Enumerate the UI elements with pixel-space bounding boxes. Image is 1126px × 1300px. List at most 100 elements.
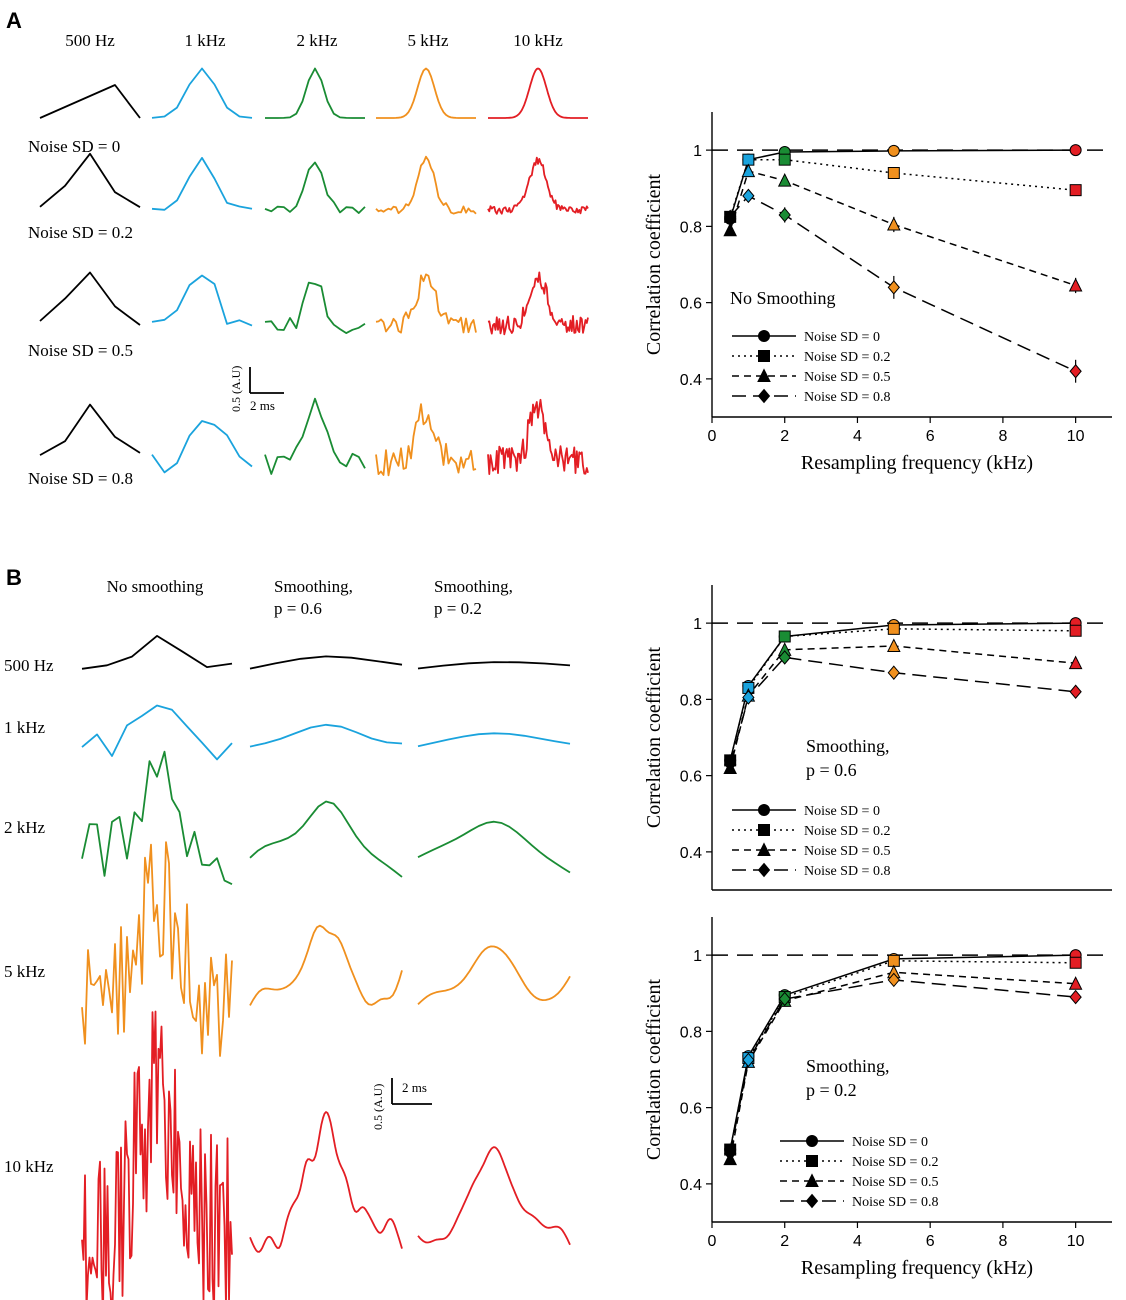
b-row-label-5khz: 5 kHz <box>4 962 46 981</box>
b-trace-5khz-no-smoothing <box>81 841 233 1057</box>
data-point-diamond <box>1069 363 1082 379</box>
series-line <box>729 622 1076 761</box>
a-row-label-sd05: Noise SD = 0.5 <box>28 341 133 360</box>
a-row-label-sd08: Noise SD = 0.8 <box>28 469 133 488</box>
legend-label: Noise SD = 0.5 <box>804 370 890 385</box>
data-point-diamond <box>887 972 900 988</box>
y-tick-label: 0.4 <box>680 372 702 389</box>
b-row-label-500hz: 500 Hz <box>4 656 54 675</box>
legend-label: Noise SD = 0.5 <box>852 1175 938 1190</box>
a-col-header-10khz: 10 kHz <box>513 31 563 50</box>
b-scale-bar-x-label: 2 ms <box>402 1080 427 1095</box>
x-tick-label: 6 <box>926 1233 935 1250</box>
x-tick-label: 0 <box>708 428 717 445</box>
data-point-triangle <box>1068 277 1083 292</box>
b-col-header-smoothing-02: Smoothing, p = 0.2 <box>434 577 517 618</box>
a-trace-sd02-5khz <box>375 155 477 215</box>
x-tick-label: 4 <box>853 428 862 445</box>
y-tick-label: 1 <box>693 143 702 160</box>
series-triangle <box>723 163 1083 294</box>
data-point-diamond <box>742 690 755 705</box>
b-row-label-2khz: 2 kHz <box>4 818 46 837</box>
series-triangle <box>723 638 1083 774</box>
y-tick-label: 0.8 <box>680 219 702 236</box>
series-circle <box>724 617 1082 767</box>
b-trace-5khz-smoothing-02 <box>417 945 571 1005</box>
data-point-square <box>1069 956 1082 969</box>
legend-marker-diamond <box>757 388 771 404</box>
data-point-square <box>778 630 791 643</box>
legend-label: Noise SD = 0.2 <box>804 350 890 365</box>
series-diamond <box>724 188 1082 383</box>
legend-marker-diamond <box>757 862 771 878</box>
data-point-diamond <box>887 665 900 680</box>
legend-marker-square <box>806 1155 818 1167</box>
data-point-diamond <box>724 1146 737 1161</box>
a-trace-sd08-1khz <box>151 420 253 474</box>
x-tick-label: 8 <box>998 428 1007 445</box>
series-line <box>729 954 1076 1150</box>
b-trace-2khz-no-smoothing <box>81 750 233 886</box>
series-line <box>729 170 1076 287</box>
legend-marker-square <box>758 824 770 836</box>
series-line <box>729 194 1076 372</box>
series-square <box>724 622 1082 767</box>
a-trace-sd02-500hz <box>39 152 141 208</box>
chart-annotation: p = 0.6 <box>806 760 857 780</box>
y-tick-label: 0.4 <box>680 845 702 862</box>
b-trace-1khz-smoothing-06 <box>249 723 403 748</box>
b-trace-500hz-no-smoothing <box>81 635 233 670</box>
series-square <box>724 153 1082 223</box>
a-col-header-1khz: 1 kHz <box>184 31 226 50</box>
y-tick-label: 1 <box>693 948 702 965</box>
a-trace-sd0-5khz <box>376 67 476 119</box>
a-row-label-sd02: Noise SD = 0.2 <box>28 223 133 242</box>
a-trace-sd0-2khz <box>265 67 365 119</box>
data-point-diamond <box>724 756 737 772</box>
x-axis-label: Resampling frequency (kHz) <box>801 452 1033 474</box>
y-tick-label: 1 <box>693 616 702 633</box>
data-point-triangle <box>741 163 756 178</box>
a-trace-sd02-1khz <box>151 156 253 211</box>
series-line <box>729 656 1076 765</box>
legend-marker-triangle <box>805 1173 819 1187</box>
data-point-triangle <box>1068 976 1083 990</box>
b-row-label-10khz: 10 kHz <box>4 1157 54 1176</box>
legend-label: Noise SD = 0 <box>852 1135 928 1150</box>
data-point-diamond <box>742 188 755 204</box>
y-axis-label: Correlation coefficient <box>643 173 665 355</box>
data-point-triangle <box>1068 655 1083 670</box>
legend-label: Noise SD = 0 <box>804 804 880 819</box>
x-tick-label: 0 <box>708 1233 717 1250</box>
a-trace-sd05-5khz <box>375 273 477 334</box>
b-trace-10khz-smoothing-06 <box>249 1111 403 1253</box>
legend-marker-diamond <box>805 1193 819 1209</box>
data-point-triangle <box>723 222 737 237</box>
a-trace-sd08-500hz <box>39 403 141 456</box>
b-trace-1khz-smoothing-02 <box>417 732 571 748</box>
a-scale-bar-x-label: 2 ms <box>250 398 275 413</box>
data-point-diamond <box>887 280 900 295</box>
a-col-header-5khz: 5 kHz <box>407 31 449 50</box>
legend-marker-triangle <box>757 368 771 382</box>
b-trace-500hz-smoothing-06 <box>249 655 403 670</box>
y-tick-label: 0.6 <box>680 769 702 786</box>
legend-marker-circle <box>806 1135 818 1147</box>
a-scale-bar: 0.5 (A.U) 2 ms <box>229 366 284 413</box>
chart-B-top: 0.4 0.6 0.8 1 Correlation coefficient Smoothi… <box>643 585 1112 891</box>
series-square <box>724 954 1082 1156</box>
legend-marker-circle <box>758 804 770 816</box>
b-trace-5khz-smoothing-06 <box>249 924 403 1006</box>
chart-annotation: p = 0.2 <box>806 1080 857 1100</box>
legend-label: Noise SD = 0.8 <box>852 1195 938 1210</box>
legend-label: Noise SD = 0.8 <box>804 390 890 405</box>
y-tick-label: 0.8 <box>680 692 702 709</box>
b-trace-500hz-smoothing-02 <box>417 661 571 670</box>
a-trace-sd02-10khz <box>487 156 589 215</box>
legend-label: Noise SD = 0 <box>804 330 880 345</box>
data-point-square <box>1069 184 1082 197</box>
a-trace-sd05-2khz <box>264 281 366 335</box>
